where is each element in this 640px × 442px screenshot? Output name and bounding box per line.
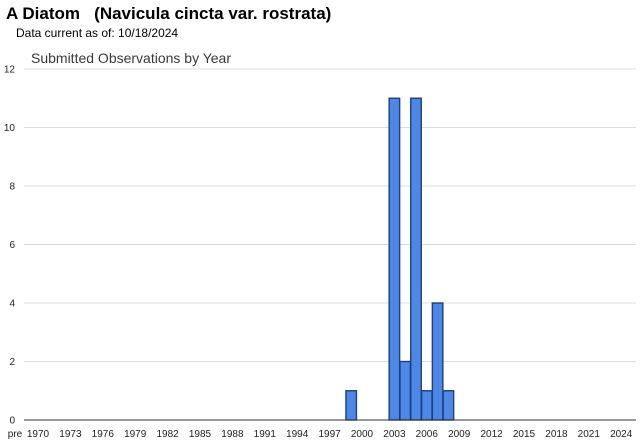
x-tick-label: 1985 xyxy=(189,429,212,440)
data-current-date: 10/18/2024 xyxy=(118,26,179,40)
data-current-as-of: Data current as of: 10/18/2024 xyxy=(16,26,178,40)
x-tick-label: 1979 xyxy=(124,429,147,440)
x-tick-label: 1997 xyxy=(318,429,341,440)
data-current-label: Data current as of: xyxy=(16,26,119,40)
y-tick-label: 6 xyxy=(9,240,15,251)
bar-1999 xyxy=(345,390,358,421)
bar-2007 xyxy=(431,302,444,421)
bar-2006 xyxy=(420,390,433,421)
x-tick-label: 2018 xyxy=(545,429,568,440)
x-tick-label: 1976 xyxy=(92,429,115,440)
x-tick-label: 2024 xyxy=(610,429,633,440)
species-title: A Diatom (Navicula cincta var. rostrata) xyxy=(6,4,332,23)
y-tick-label: 10 xyxy=(4,123,16,134)
y-tick-label: 2 xyxy=(9,357,15,368)
x-tick-label: 2012 xyxy=(480,429,503,440)
bar-2008 xyxy=(442,390,455,421)
bars xyxy=(345,97,455,421)
x-axis-ticks: pre 1970 1973 1976 1979 1982 1985 1988 1991 1994 1… xyxy=(8,429,633,440)
x-tick-label: 1994 xyxy=(286,429,309,440)
x-tick-label: 2003 xyxy=(383,429,406,440)
x-tick-label: 1991 xyxy=(254,429,277,440)
x-tick-label: 2009 xyxy=(448,429,471,440)
gridlines xyxy=(24,68,636,362)
x-tick-label: 1970 xyxy=(27,429,50,440)
x-tick-label: 2021 xyxy=(578,429,601,440)
y-tick-label: 0 xyxy=(9,416,15,427)
x-tick-label: 2006 xyxy=(416,429,439,440)
y-tick-label: 4 xyxy=(9,299,15,310)
bar-2005 xyxy=(410,97,422,421)
x-tick-label: 1988 xyxy=(221,429,244,440)
y-axis-ticks: 0 2 4 6 8 10 12 xyxy=(4,65,16,427)
y-tick-label: 8 xyxy=(9,182,15,193)
x-tick-label: 2000 xyxy=(351,429,374,440)
x-tick-label: pre xyxy=(8,429,23,440)
x-tick-label: 1982 xyxy=(156,429,179,440)
y-tick-label: 12 xyxy=(4,65,16,76)
chart-title: Submitted Observations by Year xyxy=(31,50,231,66)
bar-2003 xyxy=(388,97,401,421)
x-tick-label: 1973 xyxy=(59,429,82,440)
x-tick-label: 2015 xyxy=(513,429,536,440)
bar-2004 xyxy=(399,360,412,421)
